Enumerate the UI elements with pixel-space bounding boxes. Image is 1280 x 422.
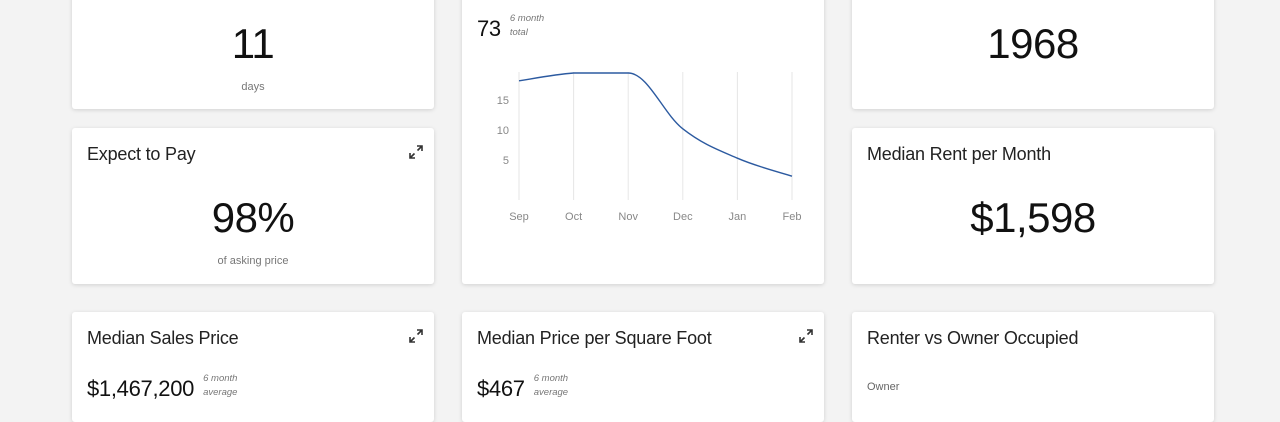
chart-note-line1: 6 month: [509, 13, 545, 24]
chart-stat: 73 6 month total: [477, 13, 544, 42]
x-tick-label-jan: Jan: [729, 211, 747, 223]
chart-note-line2: total: [509, 27, 528, 38]
median-ppsf-stat: $467 6 month average: [477, 373, 568, 402]
median-sales-price-title: Median Sales Price: [87, 328, 239, 348]
days-on-market-card: 11 days: [72, 0, 434, 109]
x-tick-label-nov: Nov: [618, 211, 638, 223]
x-tick-label-dec: Dec: [673, 211, 693, 223]
median-sales-price-value: $1,467,200: [87, 376, 195, 401]
median-rent-value: $1,598: [970, 194, 1096, 241]
year-built-value: 1968: [987, 20, 1079, 67]
renter-owner-card: Renter vs Owner Occupied Owner: [852, 312, 1214, 422]
chart-total-note: 6 month total: [510, 12, 544, 40]
expand-icon[interactable]: [798, 328, 814, 344]
median-rent-title: Median Rent per Month: [867, 144, 1051, 164]
median-ppsf-value: $467: [477, 376, 525, 401]
chart-total-value: 73: [477, 16, 501, 41]
chart-card: 73 6 month total 5 10 15 Sep Oct Nov Dec Jan Feb: [462, 0, 824, 284]
y-tick-label: 5: [503, 155, 509, 167]
series-line: [518, 72, 793, 177]
median-ppsf-title: Median Price per Square Foot: [477, 328, 712, 348]
days-on-market-unit: days: [241, 81, 265, 93]
expect-to-pay-value: 98%: [211, 194, 295, 241]
median-ppsf-card: Median Price per Square Foot $467 6 mont…: [462, 312, 824, 422]
x-tick-label-feb: Feb: [783, 211, 802, 223]
expect-to-pay-title: Expect to Pay: [87, 144, 196, 164]
expand-icon[interactable]: [408, 328, 424, 344]
y-tick-label: 10: [497, 125, 509, 137]
expect-to-pay-sub: of asking price: [217, 255, 289, 267]
renter-owner-title: Renter vs Owner Occupied: [867, 328, 1079, 348]
days-on-market-value: 11: [231, 20, 275, 67]
median-sales-price-card: Median Sales Price $1,467,200 6 month av…: [72, 312, 434, 422]
x-tick-label-oct: Oct: [565, 211, 582, 223]
line-chart: 5 10 15 Sep Oct Nov Dec Jan Feb: [497, 72, 802, 223]
median-sales-note-line2: average: [203, 387, 238, 398]
y-tick-label: 15: [497, 95, 509, 107]
median-sales-price-stat: $1,467,200 6 month average: [87, 373, 237, 402]
median-ppsf-note-line2: average: [533, 387, 569, 398]
year-built-card: 1968: [852, 0, 1214, 109]
x-tick-label-sep: Sep: [509, 211, 529, 223]
median-ppsf-note: 6 month average: [534, 372, 568, 400]
median-sales-note-line1: 6 month: [203, 373, 238, 384]
median-sales-price-note: 6 month average: [203, 372, 237, 400]
median-ppsf-note-line1: 6 month: [533, 373, 569, 384]
owner-label: Owner: [867, 381, 900, 393]
expand-icon[interactable]: [408, 144, 424, 160]
median-rent-card: Median Rent per Month $1,598: [852, 128, 1214, 284]
expect-to-pay-card: Expect to Pay 98% of asking price: [72, 128, 434, 284]
